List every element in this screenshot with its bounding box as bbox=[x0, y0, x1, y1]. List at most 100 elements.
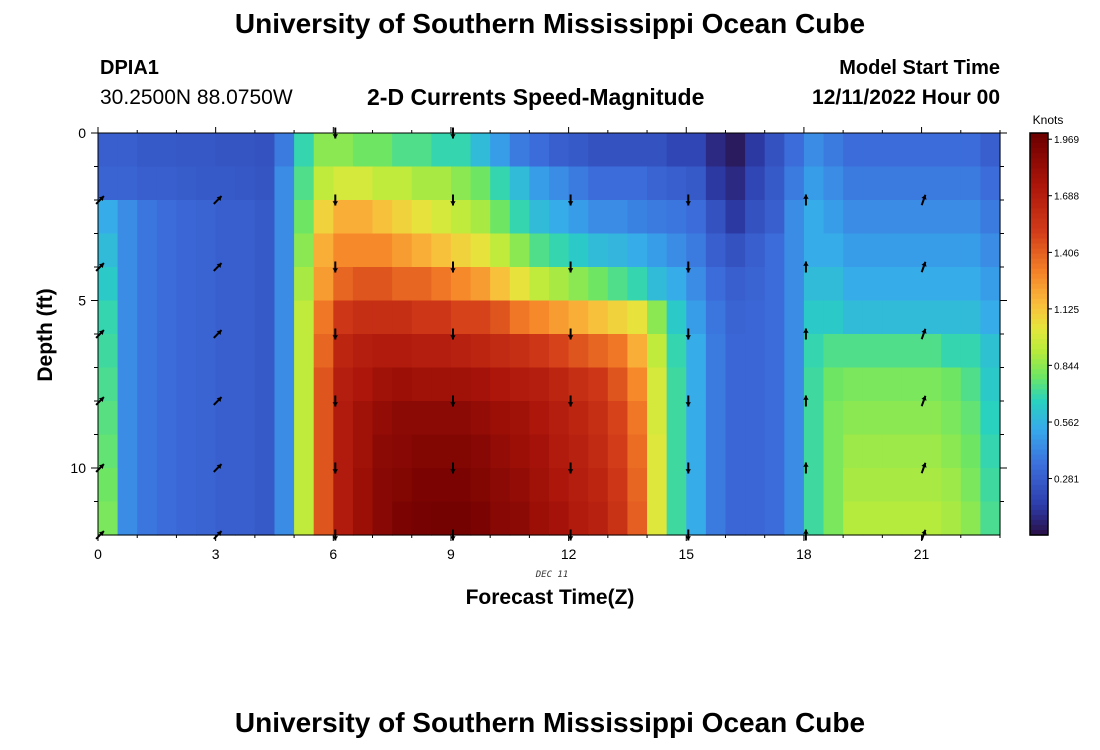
heatmap-cell bbox=[333, 233, 354, 268]
heatmap-cell bbox=[725, 501, 746, 536]
heatmap-cell bbox=[882, 434, 903, 469]
heatmap-cell bbox=[843, 434, 864, 469]
heatmap-cell bbox=[725, 367, 746, 402]
heatmap-cell bbox=[901, 367, 923, 402]
heatmap-cell bbox=[294, 468, 315, 503]
colorbar-segment bbox=[1030, 288, 1048, 295]
x-axis: 0 3 6 9 12 15 18 21 bbox=[94, 127, 1001, 562]
heatmap-cell bbox=[803, 501, 825, 536]
heatmap-cell bbox=[901, 468, 923, 503]
heatmap-cell bbox=[588, 133, 609, 168]
colorbar-segment bbox=[1030, 484, 1048, 491]
heatmap-cell bbox=[117, 300, 138, 335]
heatmap-cell bbox=[215, 367, 236, 402]
current-vector-arrow bbox=[213, 530, 223, 540]
heatmap-cell bbox=[941, 166, 962, 201]
current-vector-arrow bbox=[567, 462, 574, 474]
heatmap-cell bbox=[215, 334, 236, 369]
current-vector-arrow bbox=[920, 194, 927, 206]
heatmap-cell bbox=[666, 468, 687, 503]
heatmap-cell bbox=[352, 334, 374, 369]
heatmap-cell bbox=[686, 267, 707, 302]
colorbar-segment bbox=[1030, 504, 1048, 511]
heatmap-cell bbox=[490, 468, 511, 503]
heatmap-cell bbox=[372, 501, 393, 536]
colorbar-segment bbox=[1030, 318, 1048, 325]
x-tick-label: 0 bbox=[94, 546, 102, 562]
colorbar-segment bbox=[1030, 399, 1048, 405]
heatmap-cell bbox=[509, 267, 530, 302]
heatmap-cell bbox=[196, 434, 217, 469]
colorbar-segment bbox=[1030, 379, 1048, 385]
heatmap-cell bbox=[705, 300, 727, 335]
heatmap-cell bbox=[627, 133, 648, 168]
colorbar-segment bbox=[1030, 414, 1048, 421]
heatmap-cell bbox=[784, 401, 805, 436]
heatmap-cell bbox=[980, 233, 1001, 268]
heatmap-cell bbox=[607, 367, 629, 402]
heatmap-cell bbox=[117, 501, 138, 536]
heatmap-cell bbox=[862, 468, 883, 503]
heatmap-cell bbox=[647, 334, 668, 369]
colorbar-segment bbox=[1030, 228, 1048, 235]
heatmap-cell bbox=[803, 434, 825, 469]
heatmap-cell bbox=[607, 501, 629, 536]
colorbar-segment bbox=[1030, 359, 1048, 365]
colorbar-segment bbox=[1030, 374, 1048, 380]
colorbar-tick-label: 1.969 bbox=[1054, 135, 1079, 146]
heatmap-cell bbox=[725, 233, 746, 268]
heatmap-cell bbox=[862, 267, 883, 302]
heatmap-cell bbox=[980, 401, 1001, 436]
y-tick-label: 5 bbox=[78, 293, 86, 309]
current-vector-arrow bbox=[685, 462, 691, 474]
heatmap-cell bbox=[666, 401, 687, 436]
heatmap-cell bbox=[823, 166, 844, 201]
heatmap-cell bbox=[647, 166, 668, 201]
heatmap-cell bbox=[823, 233, 844, 268]
heatmap-cell bbox=[607, 267, 629, 302]
heatmap-cell bbox=[745, 267, 766, 302]
heatmap-cell bbox=[745, 334, 766, 369]
heatmap-cell bbox=[568, 166, 589, 201]
heatmap-cell bbox=[137, 434, 158, 469]
heatmap-cell bbox=[686, 434, 707, 469]
heatmap-cell bbox=[607, 334, 629, 369]
heatmap-cell bbox=[352, 434, 374, 469]
heatmap-cell bbox=[921, 501, 942, 536]
heatmap-cell bbox=[470, 468, 491, 503]
heatmap-cell bbox=[803, 133, 825, 168]
heatmap-cell bbox=[980, 133, 1001, 168]
heatmap-cell bbox=[803, 200, 825, 235]
heatmap-cell bbox=[666, 133, 687, 168]
heatmap-cell bbox=[470, 501, 491, 536]
heatmap-cell bbox=[686, 133, 707, 168]
x-tick-label: 21 bbox=[914, 546, 930, 562]
heatmap-cell bbox=[529, 233, 550, 268]
colorbar-segment bbox=[1030, 519, 1048, 526]
heatmap-cell bbox=[196, 401, 217, 436]
heatmap-cell bbox=[176, 166, 197, 201]
heatmap-cell bbox=[392, 166, 413, 201]
heatmap-cell bbox=[803, 233, 825, 268]
heatmap-cell bbox=[960, 468, 981, 503]
heatmap-cell bbox=[705, 267, 727, 302]
heatmap-cell bbox=[392, 300, 413, 335]
heatmap-cell bbox=[627, 334, 648, 369]
x-tick-label: 18 bbox=[796, 546, 812, 562]
heatmap-cell bbox=[784, 166, 805, 201]
heatmap-cell bbox=[392, 401, 413, 436]
heatmap-cell bbox=[882, 300, 903, 335]
colorbar-segment bbox=[1030, 339, 1048, 345]
heatmap-cell bbox=[568, 434, 589, 469]
heatmap-cell bbox=[764, 367, 785, 402]
heatmap-cell bbox=[411, 233, 432, 268]
heatmap-cell bbox=[803, 401, 825, 436]
heatmap-cell bbox=[117, 334, 138, 369]
colorbar-segment bbox=[1030, 369, 1048, 375]
heatmap-cell bbox=[529, 300, 550, 335]
current-vector-arrow bbox=[920, 328, 927, 340]
heatmap-cell bbox=[549, 501, 570, 536]
heatmap-cell bbox=[764, 200, 785, 235]
heatmap-cell bbox=[745, 166, 766, 201]
heatmap-cell bbox=[254, 300, 276, 335]
